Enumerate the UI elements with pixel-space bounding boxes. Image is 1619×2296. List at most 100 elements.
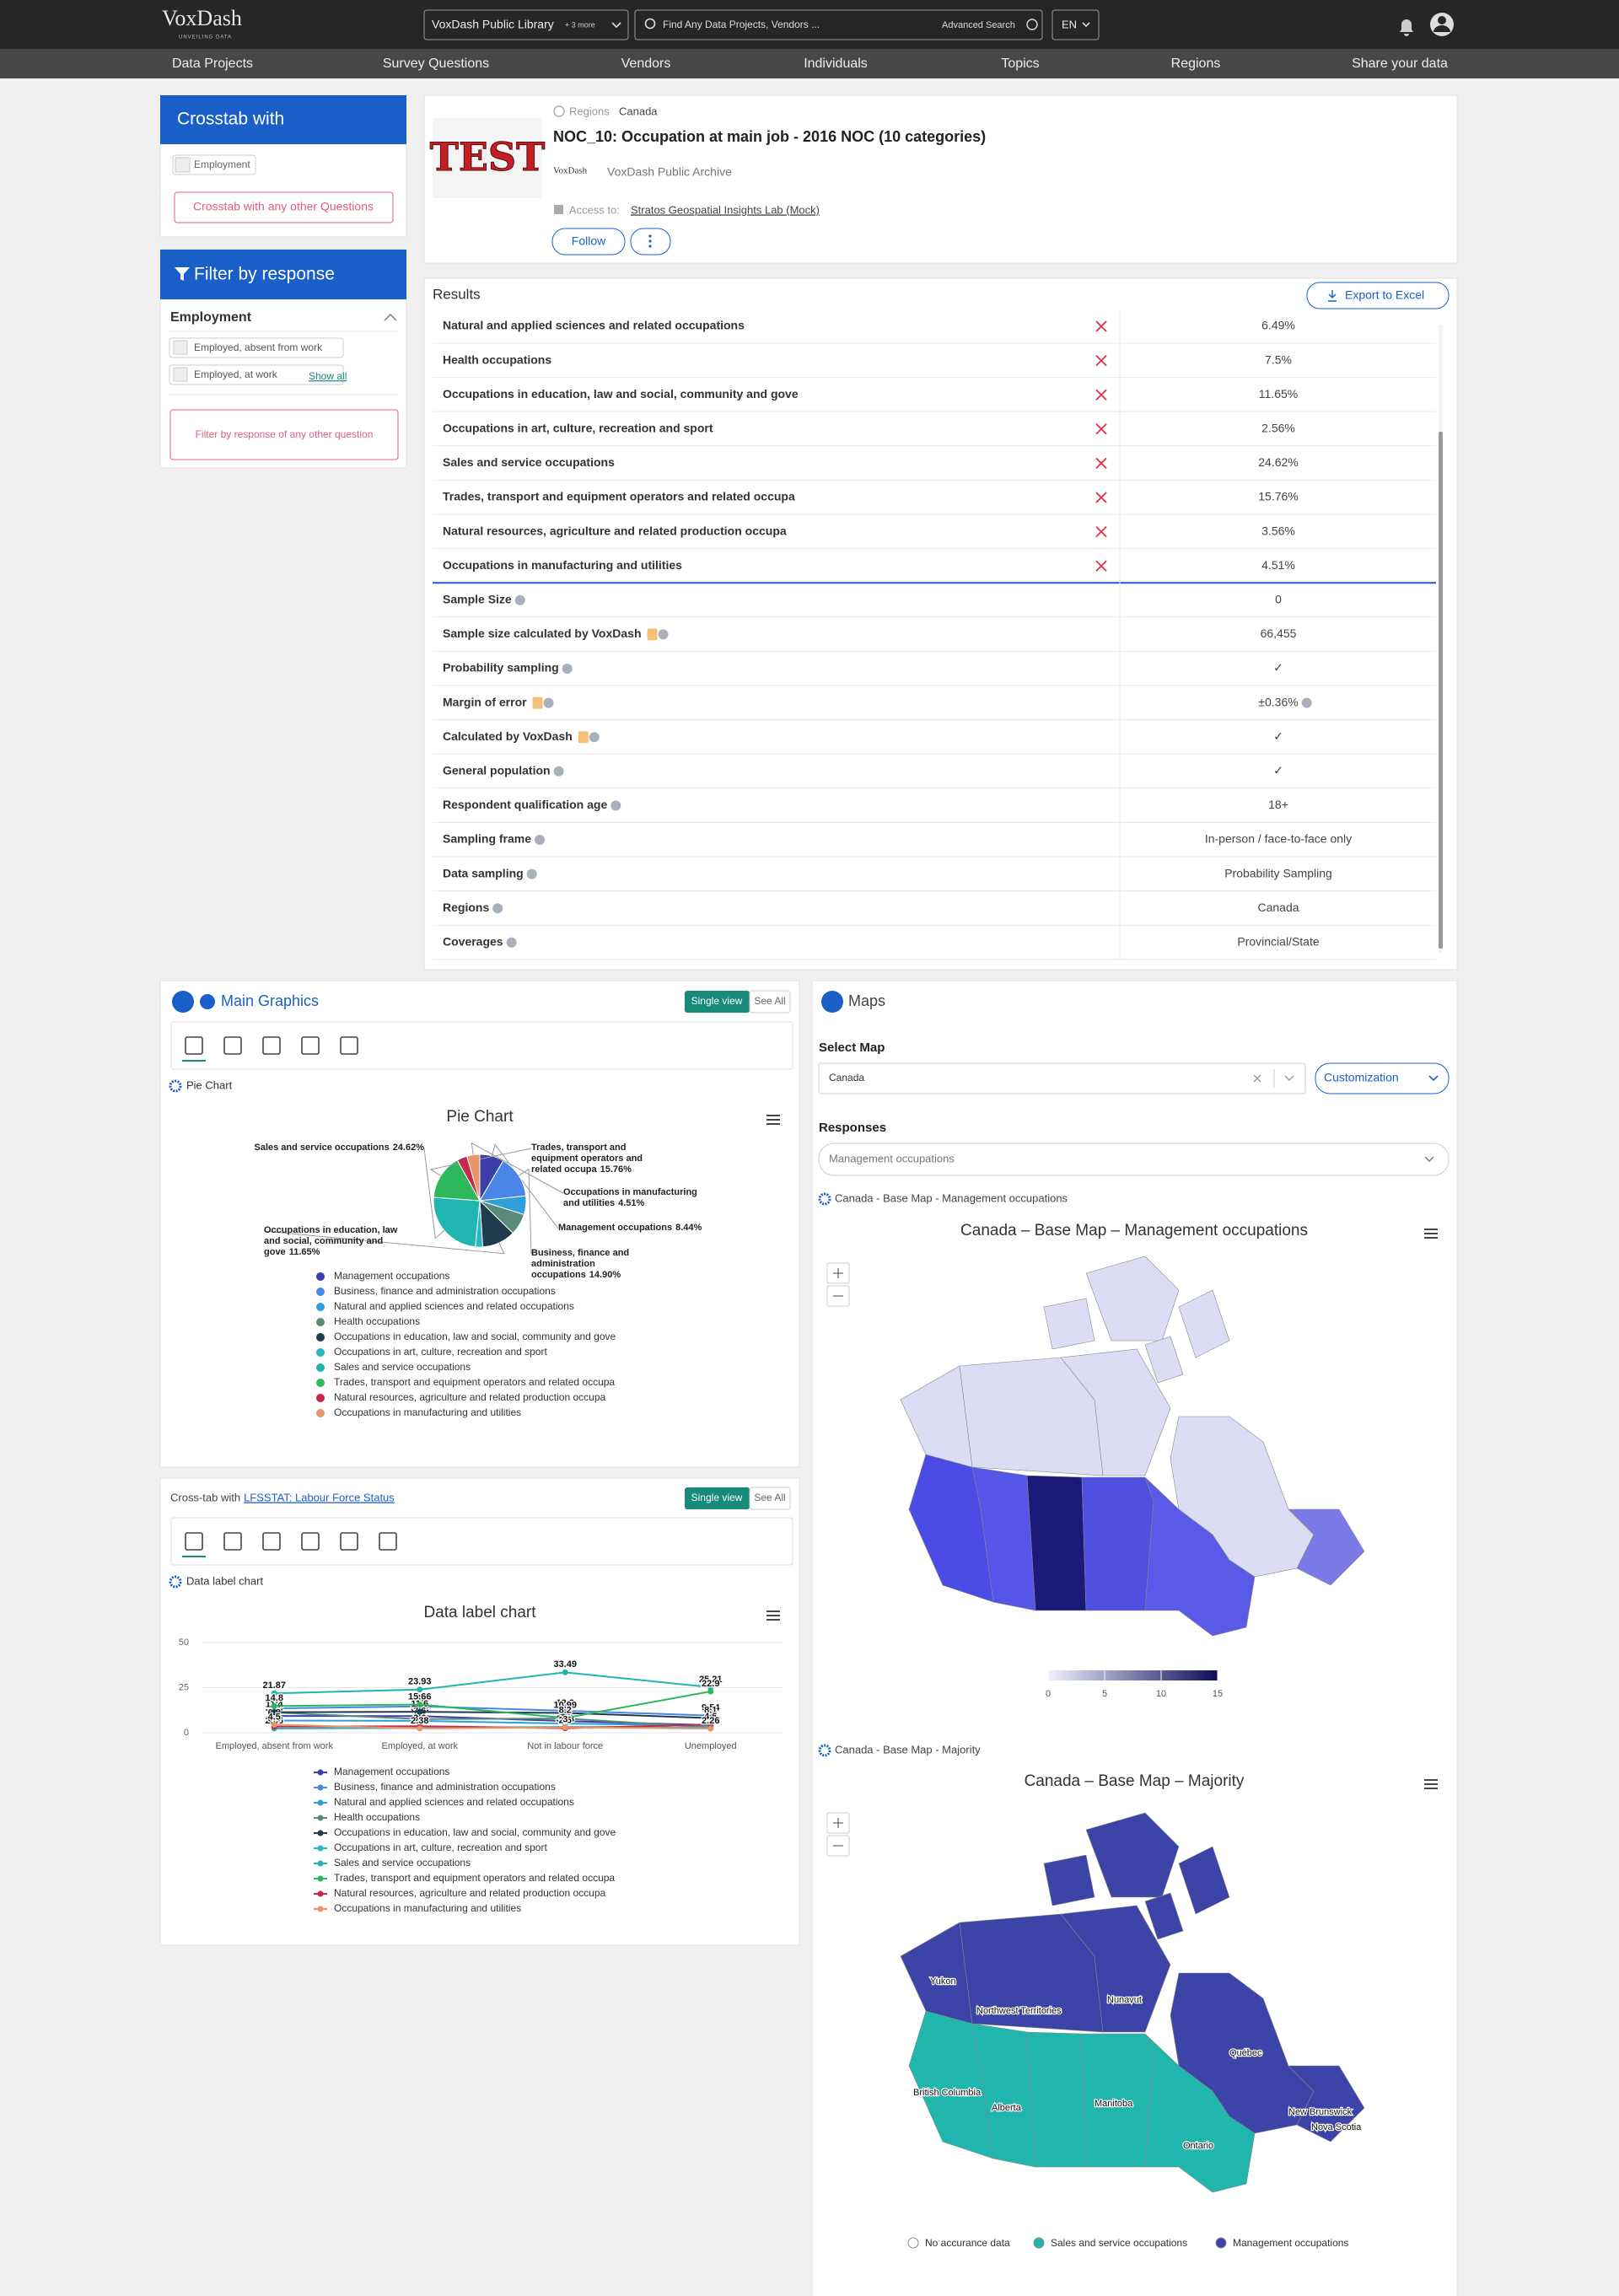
legend-label[interactable]: No accurance data (925, 2237, 1010, 2249)
follow-label[interactable]: Follow (572, 234, 606, 248)
language[interactable]: EN (1062, 18, 1077, 30)
see-all-label[interactable]: See All (754, 1492, 785, 1503)
toolbar-icon[interactable] (185, 1036, 203, 1055)
scroll-thumb[interactable] (1439, 432, 1443, 949)
region[interactable] (1085, 1256, 1180, 1342)
region[interactable] (1085, 1812, 1180, 1898)
region[interactable] (1043, 1854, 1095, 1906)
legend-label[interactable]: Occupations in education, law and social… (334, 1826, 616, 1838)
see-all-button[interactable] (749, 990, 791, 1014)
legend-label[interactable]: Sales and service occupations (1051, 2237, 1187, 2249)
select-value[interactable]: Canada (829, 1072, 864, 1083)
result-label: Natural resources, agriculture and relat… (443, 524, 787, 537)
legend-label[interactable]: Natural resources, agriculture and relat… (334, 1391, 606, 1403)
legend-label[interactable]: Occupations in education, law and social… (334, 1331, 616, 1342)
legend-label[interactable]: Business, finance and administration occ… (334, 1781, 556, 1793)
customization-label[interactable]: Customization (1324, 1071, 1399, 1084)
legend-label[interactable]: Management occupations (334, 1766, 449, 1777)
region[interactable] (1288, 2065, 1365, 2143)
region[interactable] (1060, 1348, 1171, 1476)
region[interactable] (971, 2023, 1036, 2168)
result-value: 6.49% (1261, 319, 1295, 332)
nav-item[interactable]: Vendors (621, 56, 671, 71)
responses-select[interactable] (818, 1143, 1450, 1176)
library-select[interactable] (423, 9, 629, 40)
legend-label[interactable]: Occupations in manufacturing and utiliti… (334, 1902, 521, 1914)
legend-label[interactable]: Occupations in manufacturing and utiliti… (334, 1406, 521, 1418)
single-view-button[interactable] (685, 1487, 750, 1509)
legend-label[interactable]: Health occupations (334, 1315, 420, 1327)
toolbar-icon[interactable] (223, 1532, 242, 1551)
button[interactable] (169, 409, 399, 460)
archive-name[interactable]: VoxDash Public Archive (607, 165, 732, 179)
map-select[interactable] (818, 1062, 1306, 1094)
export-button[interactable] (1306, 282, 1450, 309)
region[interactable] (1144, 1892, 1184, 1940)
legend-label[interactable]: Sales and service occupations (334, 1857, 471, 1869)
single-view-button[interactable] (685, 991, 750, 1013)
line-marker (271, 1717, 277, 1723)
toolbar-icon[interactable] (379, 1532, 397, 1551)
legend-label[interactable]: Trades, transport and equipment operator… (334, 1872, 615, 1884)
single-view-label[interactable]: Single view (691, 995, 743, 1007)
toolbar-icon[interactable] (185, 1532, 203, 1551)
region[interactable] (1178, 1289, 1230, 1358)
button-label[interactable]: Crosstab with any other Questions (193, 200, 374, 213)
nav-item[interactable]: Individuals (804, 56, 868, 71)
legend-label[interactable]: Occupations in art, culture, recreation … (334, 1346, 547, 1358)
toolbar-icon[interactable] (340, 1036, 358, 1055)
nav-item[interactable]: Topics (1001, 56, 1039, 71)
region[interactable] (1170, 1972, 1315, 2134)
crosstab-link[interactable]: LFSSTAT: Labour Force Status (244, 1491, 395, 1503)
region[interactable] (1288, 1508, 1365, 1586)
nav-item[interactable]: Survey Questions (383, 56, 489, 71)
option[interactable]: Employed, at work (194, 368, 278, 380)
see-all-label[interactable]: See All (754, 995, 785, 1007)
nav-item[interactable]: Regions (1171, 56, 1221, 71)
see-all-button[interactable] (749, 1487, 791, 1510)
language-select[interactable] (1052, 9, 1100, 40)
legend-label[interactable]: Natural and applied sciences and related… (334, 1300, 574, 1312)
region[interactable] (1026, 1475, 1087, 1611)
toolbar-icon[interactable] (262, 1036, 281, 1055)
legend-label[interactable]: Business, finance and administration occ… (334, 1285, 556, 1297)
access-link[interactable]: Stratos Geospatial Insights Lab (Mock) (631, 203, 820, 216)
toolbar-icon[interactable] (262, 1532, 281, 1551)
legend-label[interactable]: Trades, transport and equipment operator… (334, 1376, 615, 1388)
toolbar-icon[interactable] (223, 1036, 242, 1055)
region[interactable] (1170, 1416, 1315, 1578)
option[interactable]: Employed, absent from work (194, 341, 323, 353)
region[interactable] (1144, 1336, 1184, 1384)
button-label[interactable]: Filter by response of any other question (196, 428, 374, 440)
toolbar-icon[interactable] (301, 1036, 320, 1055)
legend-label[interactable]: Management occupations (1233, 2237, 1348, 2249)
single-view-label[interactable]: Single view (691, 1492, 743, 1503)
customization-button[interactable] (1315, 1062, 1450, 1094)
region[interactable] (1026, 2031, 1087, 2168)
region[interactable] (1043, 1298, 1095, 1350)
region[interactable] (1178, 1846, 1230, 1915)
legend-label[interactable]: Sales and service occupations (334, 1361, 471, 1373)
advanced-search[interactable]: Advanced Search (942, 20, 1015, 30)
chip[interactable] (169, 337, 344, 358)
chip[interactable] (169, 364, 344, 385)
nav-item[interactable]: Data Projects (172, 56, 253, 71)
region[interactable] (971, 1466, 1036, 1611)
legend-label[interactable]: Management occupations (334, 1270, 449, 1282)
toolbar-icon[interactable] (301, 1532, 320, 1551)
button[interactable] (174, 191, 394, 223)
search-box[interactable] (634, 9, 1043, 40)
export-label[interactable]: Export to Excel (1345, 288, 1424, 302)
legend-label[interactable]: Occupations in art, culture, recreation … (334, 1842, 547, 1853)
responses-value[interactable]: Management occupations (829, 1152, 955, 1164)
follow-button[interactable] (551, 228, 626, 255)
legend-label[interactable]: Natural resources, agriculture and relat… (334, 1887, 606, 1899)
show-all[interactable]: Show all (309, 370, 347, 382)
nav-item[interactable]: Share your data (1352, 56, 1448, 71)
legend-marker (1033, 2237, 1045, 2249)
region[interactable] (1060, 1905, 1171, 2033)
toolbar-icon[interactable] (340, 1532, 358, 1551)
legend-label[interactable]: Health occupations (334, 1811, 420, 1823)
region[interactable] (1081, 1476, 1154, 1611)
legend-label[interactable]: Natural and applied sciences and related… (334, 1796, 574, 1808)
